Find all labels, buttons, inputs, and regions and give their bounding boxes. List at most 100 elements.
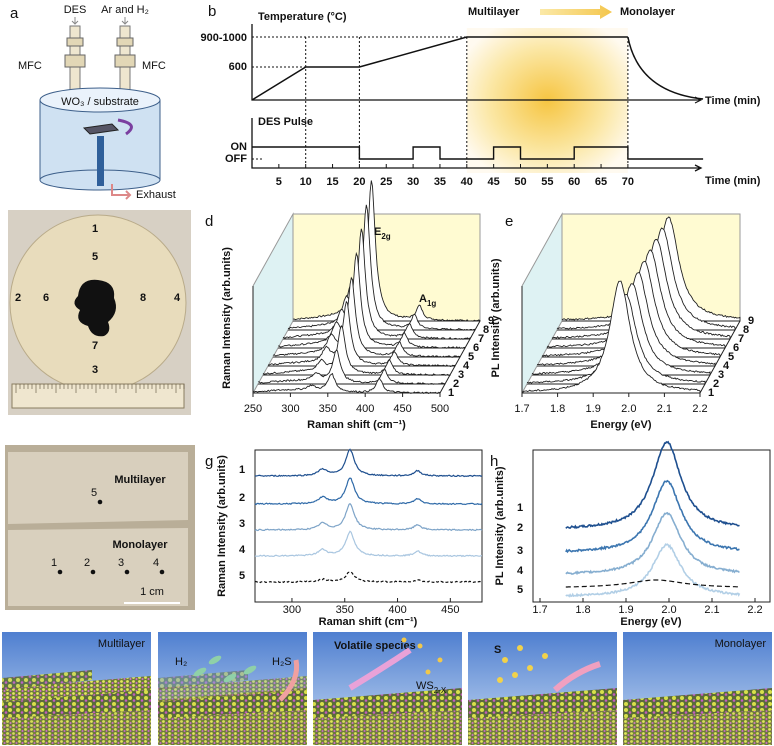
particle bbox=[437, 657, 443, 663]
tick-label: 2.1 bbox=[657, 403, 672, 415]
molecule bbox=[223, 673, 237, 683]
spectrum bbox=[254, 530, 483, 558]
tick-label: 450 bbox=[393, 403, 411, 415]
scene-label: Volatile species bbox=[334, 640, 416, 652]
multilayer-piece bbox=[8, 452, 188, 524]
scene-label: H₂S bbox=[272, 656, 292, 668]
trace-label: 5 bbox=[239, 570, 245, 582]
peak-label-main: A bbox=[419, 293, 427, 305]
trace-label: 5 bbox=[517, 584, 523, 596]
outlet-pipe bbox=[97, 136, 104, 186]
reaction-arrow bbox=[278, 659, 300, 702]
plot-frame bbox=[532, 449, 771, 603]
logo bbox=[74, 279, 116, 337]
trace-label: 4 bbox=[517, 565, 524, 577]
tick-label: 500 bbox=[431, 403, 449, 415]
exhaust-label: Exhaust bbox=[136, 189, 176, 201]
wafer-mark: 4 bbox=[174, 292, 181, 304]
particle bbox=[401, 637, 407, 643]
layer-label: 9 bbox=[748, 315, 754, 327]
back-wall bbox=[293, 213, 481, 322]
top-layer bbox=[158, 670, 248, 690]
trace-label: 3 bbox=[517, 545, 523, 557]
trace-label: 1 bbox=[517, 502, 523, 514]
layer-label: 3 bbox=[718, 369, 724, 381]
tick-label: 60 bbox=[568, 176, 580, 188]
layer-label: 2 bbox=[453, 378, 459, 390]
panel-label: h bbox=[490, 453, 498, 470]
substrate-label: WO₃ / substrate bbox=[61, 96, 139, 108]
peak-label-sub: 2g bbox=[381, 232, 390, 241]
scene-label: S bbox=[494, 644, 501, 656]
molecule bbox=[193, 667, 207, 677]
top-layer bbox=[2, 670, 92, 690]
trace-label: 1 bbox=[239, 464, 245, 476]
mfc bbox=[64, 54, 86, 68]
axis-title: Temperature (°C) bbox=[258, 11, 347, 23]
sulfur bbox=[517, 645, 523, 651]
region-label: Monolayer bbox=[112, 539, 168, 551]
point-label: 5 bbox=[91, 487, 97, 499]
tick-label: 350 bbox=[336, 604, 354, 616]
lattice-front bbox=[468, 710, 617, 745]
region-label: Multilayer bbox=[114, 474, 166, 486]
tick-label: 1.9 bbox=[586, 403, 601, 415]
tick-label: 65 bbox=[595, 176, 607, 188]
panel-label: e bbox=[505, 213, 513, 230]
tick-label: 2.2 bbox=[747, 604, 762, 616]
spectrum bbox=[521, 280, 701, 394]
tick-label: 900-1000 bbox=[201, 32, 248, 44]
spectrum bbox=[254, 571, 483, 584]
tick-label: 45 bbox=[488, 176, 500, 188]
tick-label: 10 bbox=[300, 176, 312, 188]
layer-label: 8 bbox=[483, 324, 489, 336]
top-layer bbox=[158, 676, 307, 702]
layer-label: 2 bbox=[713, 378, 719, 390]
trace-label: 2 bbox=[239, 492, 245, 504]
wafer-mark: 2 bbox=[15, 292, 21, 304]
layer-label: 1 bbox=[708, 387, 714, 399]
pulse-profile bbox=[252, 146, 704, 160]
point-label: 2 bbox=[84, 557, 90, 569]
inlet-label: DES bbox=[64, 4, 87, 16]
tick-label: 250 bbox=[244, 403, 262, 415]
scene-label: Monolayer bbox=[715, 638, 767, 650]
lattice-front bbox=[313, 710, 462, 745]
axis-title: Time (min) bbox=[705, 175, 761, 187]
molecule bbox=[208, 655, 222, 665]
layer-label: 6 bbox=[473, 342, 479, 354]
ruler bbox=[11, 383, 185, 409]
valve bbox=[66, 37, 84, 47]
layer-label: 5 bbox=[468, 351, 474, 363]
peak-label: A1g bbox=[419, 293, 436, 308]
molecule bbox=[243, 665, 257, 675]
spectrum bbox=[257, 349, 446, 385]
pl-spectrum bbox=[565, 479, 740, 554]
spectrum bbox=[282, 228, 471, 340]
tick-label: 2.1 bbox=[704, 604, 719, 616]
tick-label: 1.7 bbox=[532, 604, 547, 616]
layer-label: 1 bbox=[448, 387, 454, 399]
tick-label: 1.7 bbox=[514, 403, 529, 415]
spectrum bbox=[292, 180, 481, 322]
tick-label: 2.0 bbox=[621, 403, 636, 415]
peak-label-sub: 1g bbox=[427, 299, 436, 308]
layer-label: 7 bbox=[738, 333, 744, 345]
layer-label: 4 bbox=[463, 360, 470, 372]
inlet-label: Ar and H₂ bbox=[101, 4, 149, 16]
layer-label: 6 bbox=[733, 342, 739, 354]
trace-label: 3 bbox=[239, 518, 245, 530]
layer-label: 3 bbox=[458, 369, 464, 381]
tick-label: ON bbox=[231, 141, 248, 153]
tick-label: 400 bbox=[388, 604, 406, 616]
axis-title: Raman shift (cm⁻¹) bbox=[307, 419, 406, 431]
pl-spectrum bbox=[565, 511, 740, 576]
tick-label: 25 bbox=[380, 176, 392, 188]
spectrum bbox=[268, 300, 456, 367]
sample-point bbox=[124, 569, 130, 575]
wafer-mark: 8 bbox=[140, 292, 146, 304]
monolayer-piece bbox=[8, 528, 188, 606]
pl-spectrum bbox=[565, 440, 740, 530]
sulfur bbox=[527, 665, 533, 671]
axis-title: Energy (eV) bbox=[620, 616, 681, 628]
